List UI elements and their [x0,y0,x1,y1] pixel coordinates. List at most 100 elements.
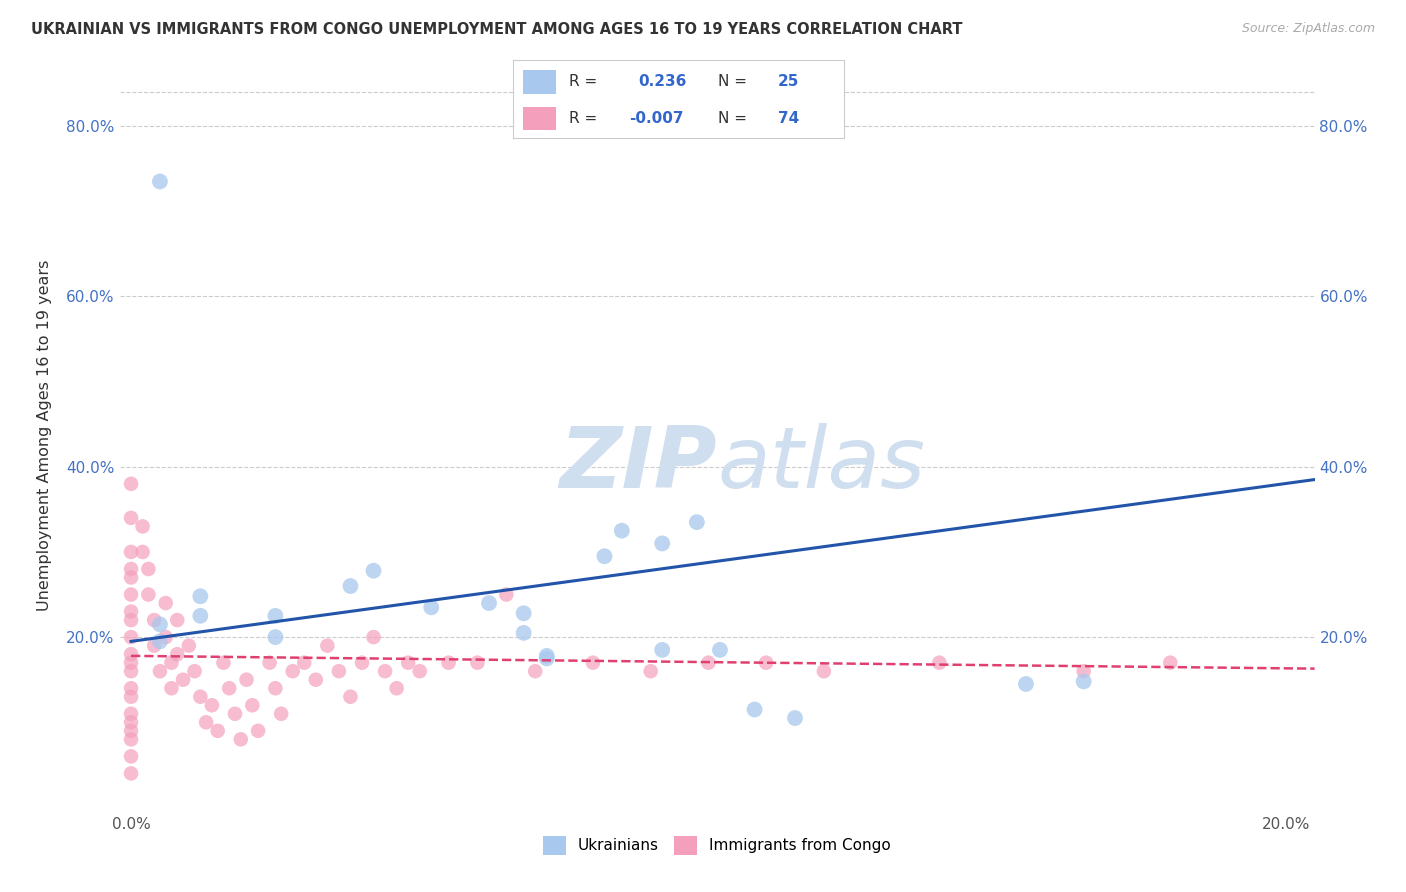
Point [212,656,235,670]
Point [120,723,142,738]
Point [218,681,240,696]
Point [188,690,211,704]
Text: N =: N = [718,112,747,126]
Point [292,656,315,670]
Point [155,630,177,644]
Point [755,656,778,670]
Point [131,519,153,533]
Point [744,702,766,716]
Point [120,570,142,584]
Point [149,617,172,632]
Point [120,732,142,747]
Point [495,588,517,602]
Text: N =: N = [718,74,747,89]
Point [229,732,252,747]
Point [610,524,633,538]
Point [120,588,142,602]
FancyBboxPatch shape [523,107,557,130]
Point [160,656,183,670]
Point [478,596,501,610]
Point [593,549,616,564]
Point [339,579,361,593]
Point [188,608,211,623]
Text: Source: ZipAtlas.com: Source: ZipAtlas.com [1241,22,1375,36]
Point [120,511,142,525]
Point [524,664,547,678]
Point [120,715,142,730]
Point [651,536,673,550]
Point [374,664,396,678]
Point [195,715,218,730]
Text: R =: R = [569,74,598,89]
Point [264,681,287,696]
Point [120,664,142,678]
Point [783,711,806,725]
Point [143,639,166,653]
Point [437,656,460,670]
Point [149,174,172,188]
Point [138,588,160,602]
Point [651,643,673,657]
Point [259,656,281,670]
Point [240,698,263,713]
Point [582,656,605,670]
Point [235,673,257,687]
Text: 74: 74 [778,112,799,126]
Point [183,664,205,678]
Point [172,673,194,687]
Point [328,664,350,678]
Point [1073,664,1095,678]
Point [131,545,153,559]
Y-axis label: Unemployment Among Ages 16 to 19 years: Unemployment Among Ages 16 to 19 years [38,260,52,610]
Point [120,630,142,644]
Point [207,723,229,738]
Point [316,639,339,653]
Point [120,690,142,704]
Legend: Ukrainians, Immigrants from Congo: Ukrainians, Immigrants from Congo [537,830,897,861]
Point [420,600,443,615]
Point [1015,677,1038,691]
Point [120,647,142,661]
FancyBboxPatch shape [523,70,557,94]
Point [120,545,142,559]
Point [281,664,304,678]
Point [120,562,142,576]
Point [120,681,142,696]
Point [247,723,270,738]
Point [120,605,142,619]
Point [270,706,292,721]
Point [120,476,142,491]
Point [160,681,183,696]
Point [1159,656,1181,670]
Point [928,656,950,670]
Point [166,647,188,661]
Point [143,613,166,627]
Point [536,648,558,663]
Point [640,664,662,678]
Point [709,643,731,657]
Point [813,664,835,678]
Point [120,613,142,627]
Point [149,634,172,648]
Point [188,589,211,603]
Point [1073,674,1095,689]
Point [264,608,287,623]
Text: -0.007: -0.007 [628,112,683,126]
Point [120,706,142,721]
Point [686,515,709,529]
Point [512,625,534,640]
Text: UKRAINIAN VS IMMIGRANTS FROM CONGO UNEMPLOYMENT AMONG AGES 16 TO 19 YEARS CORREL: UKRAINIAN VS IMMIGRANTS FROM CONGO UNEMP… [31,22,963,37]
Text: R =: R = [569,112,598,126]
Point [224,706,246,721]
Point [120,656,142,670]
Point [177,639,200,653]
Text: 25: 25 [778,74,799,89]
Point [264,630,287,644]
Point [305,673,328,687]
Text: atlas: atlas [717,424,925,507]
Point [385,681,408,696]
Point [201,698,224,713]
Point [363,630,385,644]
Text: ZIP: ZIP [560,424,717,507]
Point [467,656,489,670]
